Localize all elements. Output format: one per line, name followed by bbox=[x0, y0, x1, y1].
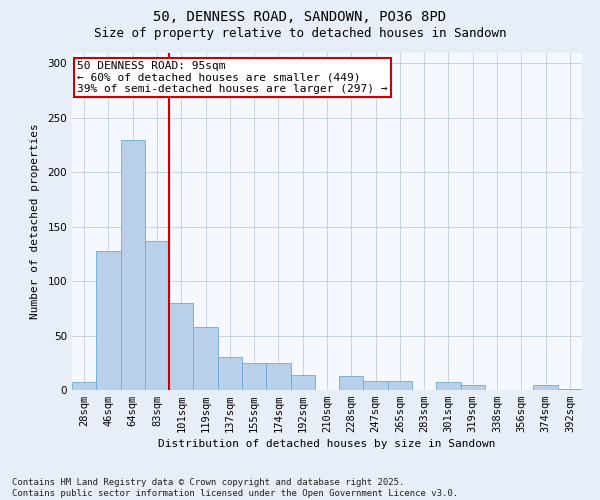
Bar bbox=[96, 250, 121, 390]
Bar bbox=[290, 375, 315, 390]
Bar bbox=[193, 327, 218, 390]
Bar bbox=[266, 363, 290, 390]
Text: Size of property relative to detached houses in Sandown: Size of property relative to detached ho… bbox=[94, 28, 506, 40]
Bar bbox=[436, 382, 461, 390]
Bar bbox=[169, 303, 193, 390]
Text: 50 DENNESS ROAD: 95sqm
← 60% of detached houses are smaller (449)
39% of semi-de: 50 DENNESS ROAD: 95sqm ← 60% of detached… bbox=[77, 61, 388, 94]
Bar bbox=[121, 140, 145, 390]
X-axis label: Distribution of detached houses by size in Sandown: Distribution of detached houses by size … bbox=[158, 440, 496, 450]
Bar bbox=[364, 382, 388, 390]
Y-axis label: Number of detached properties: Number of detached properties bbox=[31, 124, 40, 319]
Bar bbox=[218, 358, 242, 390]
Bar bbox=[388, 382, 412, 390]
Text: 50, DENNESS ROAD, SANDOWN, PO36 8PD: 50, DENNESS ROAD, SANDOWN, PO36 8PD bbox=[154, 10, 446, 24]
Text: Contains HM Land Registry data © Crown copyright and database right 2025.
Contai: Contains HM Land Registry data © Crown c… bbox=[12, 478, 458, 498]
Bar bbox=[242, 363, 266, 390]
Bar bbox=[461, 384, 485, 390]
Bar bbox=[339, 376, 364, 390]
Bar bbox=[145, 241, 169, 390]
Bar bbox=[533, 384, 558, 390]
Bar bbox=[72, 382, 96, 390]
Bar bbox=[558, 389, 582, 390]
